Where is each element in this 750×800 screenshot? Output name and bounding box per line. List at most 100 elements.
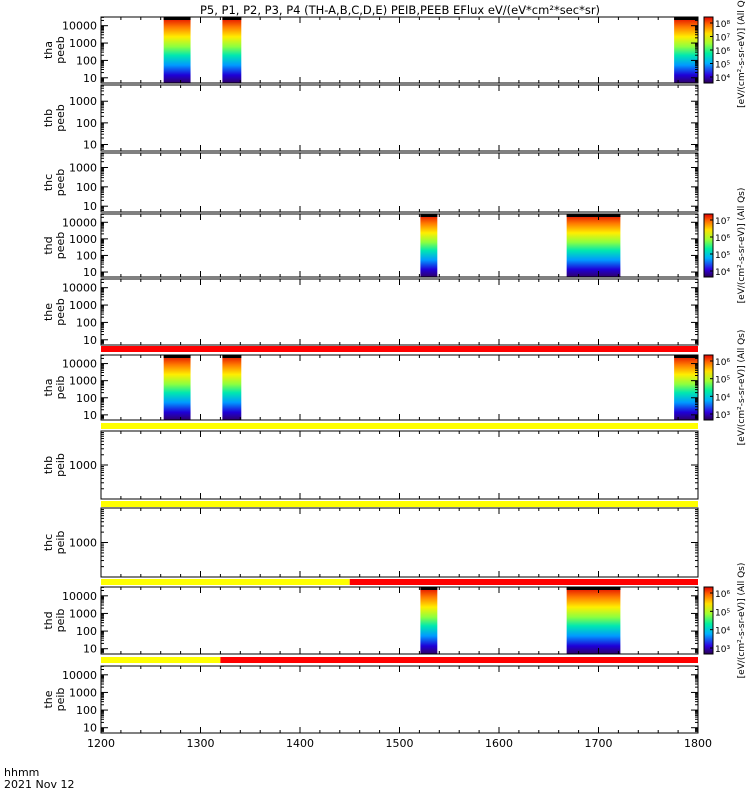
spectrogram-block-edge xyxy=(163,355,191,358)
colorbar-tick-label: 10⁵ xyxy=(715,376,730,386)
colorbar-tick-label: 10⁸ xyxy=(715,20,730,30)
x-tick-label: 1700 xyxy=(585,737,613,750)
colorbar-tick-label: 10⁶ xyxy=(715,358,730,368)
date-label: 2021 Nov 12 xyxy=(4,778,74,791)
y-axis-label-line: peeb xyxy=(54,36,67,64)
status-bar-segment xyxy=(349,579,698,585)
colorbar-tick-label: 10⁷ xyxy=(715,217,730,227)
panel-frame xyxy=(100,430,699,500)
status-bar-segment xyxy=(101,579,350,585)
panel-frame xyxy=(100,84,699,152)
y-tick-label: 10000 xyxy=(62,358,97,371)
y-tick-label: 10000 xyxy=(62,20,97,33)
x-tick-label: 1600 xyxy=(485,737,513,750)
y-axis-label-line: peeb xyxy=(54,104,67,132)
colorbar xyxy=(703,213,714,278)
status-bar-segment xyxy=(101,346,698,352)
spectrogram-block xyxy=(163,17,191,83)
panel-the_peib: 10 100 1000 10000 thepeib xyxy=(42,657,699,735)
y-axis-label-line: thd xyxy=(42,611,55,629)
y-tick-label: 10 xyxy=(83,266,97,279)
colorbar-tick-label: 10⁵ xyxy=(715,251,730,261)
colorbar-tick-label: 10⁶ xyxy=(715,234,730,244)
y-axis-label-line: thb xyxy=(42,109,55,127)
panel-thd_peib: 10 100 1000 10000 thdpeib 10⁶ 10⁵ 10⁴ 10³ [eV/(cm… xyxy=(42,563,747,679)
y-axis-label-line: thc xyxy=(42,534,55,551)
y-axis-label-line: peib xyxy=(54,531,67,555)
y-tick-label: 10000 xyxy=(62,669,97,682)
y-axis-label: thapeeb xyxy=(42,36,67,64)
colorbar-tick-label: 10⁷ xyxy=(715,34,730,44)
colorbar-tick-label: 10⁴ xyxy=(715,268,730,278)
y-axis-label: thcpeeb xyxy=(42,169,67,197)
chart-title: P5, P1, P2, P3, P4 (TH-A,B,C,D,E) PEIB,P… xyxy=(200,3,600,17)
colorbar-tick-label: 10⁴ xyxy=(715,393,730,403)
spectrogram-block xyxy=(566,214,621,277)
y-axis-label: thepeeb xyxy=(42,298,67,326)
x-tick-label: 1200 xyxy=(87,737,115,750)
panel-frame xyxy=(100,278,699,346)
colorbar-tick-label: 10⁶ xyxy=(715,590,730,600)
y-axis-label-line: thc xyxy=(42,174,55,191)
y-axis-label-line: peeb xyxy=(54,232,67,260)
spectrogram-block xyxy=(674,355,698,420)
y-axis-label-line: peib xyxy=(54,453,67,477)
y-tick-label: 100 xyxy=(76,249,97,262)
x-tick-label: 1800 xyxy=(684,737,712,750)
status-bar-segment xyxy=(220,657,698,663)
status-bar-segment xyxy=(101,423,698,429)
spectrogram-block-edge xyxy=(222,355,242,358)
y-tick-label: 1000 xyxy=(69,299,97,312)
y-axis-label-line: thd xyxy=(42,236,55,254)
y-tick-label: 10 xyxy=(83,643,97,656)
y-axis-label: thapeib xyxy=(42,376,67,400)
panel-frame xyxy=(100,507,699,578)
y-tick-label: 10 xyxy=(83,409,97,422)
panel-thd_peeb: 10 100 1000 10000 thdpeeb 10⁷ 10⁶ 10⁵ 10⁴ [eV/(cm… xyxy=(42,188,747,304)
spectrogram-block-edge xyxy=(674,17,698,20)
x-tick-label: 1500 xyxy=(386,737,414,750)
spectrogram-block xyxy=(420,587,438,654)
colorbar-label: [eV/(cm²-s-sr-eV)] (All Qs) xyxy=(737,563,747,679)
y-tick-label: 1000 xyxy=(69,607,97,620)
colorbar-tick-label: 10⁴ xyxy=(715,627,730,637)
spectrogram-block xyxy=(674,17,698,83)
y-axis-label: thdpeeb xyxy=(42,232,67,260)
y-tick-label: 100 xyxy=(76,392,97,405)
y-tick-label: 1000 xyxy=(69,162,97,175)
spectrogram-block-edge xyxy=(420,214,438,217)
y-tick-label: 100 xyxy=(76,181,97,194)
colorbar-tick-label: 10³ xyxy=(715,645,730,655)
y-tick-label: 10 xyxy=(83,139,97,152)
colorbar-label: [eV/(cm²-s-sr-eV)] (All Qs) xyxy=(737,188,747,304)
status-bar-segment xyxy=(101,657,221,663)
y-tick-label: 10 xyxy=(83,334,97,347)
panel-frame xyxy=(100,665,699,734)
x-tick-label: 1300 xyxy=(187,737,215,750)
y-tick-label: 1000 xyxy=(69,37,97,50)
y-axis-label-line: peib xyxy=(54,688,67,712)
spectrogram-block xyxy=(163,355,191,420)
y-axis-label-line: tha xyxy=(42,41,55,59)
y-tick-label: 100 xyxy=(76,54,97,67)
y-axis-label-line: peib xyxy=(54,376,67,400)
colorbar-label: [eV/(cm²-s-sr-eV)] (All Qs) xyxy=(737,0,747,108)
panel-the_peeb: 10 100 1000 10000 thepeeb xyxy=(42,278,699,347)
panel-frame xyxy=(100,152,699,213)
status-bar-segment xyxy=(101,501,698,507)
colorbar-tick-label: 10⁴ xyxy=(715,74,730,84)
spectrogram-block-edge xyxy=(566,214,621,217)
panel-tha_peib: 10 100 1000 10000 thapeib 10⁶ 10⁵ 10⁴ 10³ [eV/(cm… xyxy=(42,330,747,446)
spectrogram-block xyxy=(566,587,621,654)
y-tick-label: 100 xyxy=(76,117,97,130)
x-tick-label: 1400 xyxy=(286,737,314,750)
y-tick-label: 10 xyxy=(83,72,97,85)
y-axis-label-line: the xyxy=(42,690,55,708)
colorbar-tick-label: 10³ xyxy=(715,411,730,421)
spectrogram-block xyxy=(222,355,242,420)
spectrogram-block xyxy=(420,214,438,277)
y-axis-label: thdpeib xyxy=(42,609,67,633)
colorbar-tick-label: 10⁵ xyxy=(715,61,730,71)
